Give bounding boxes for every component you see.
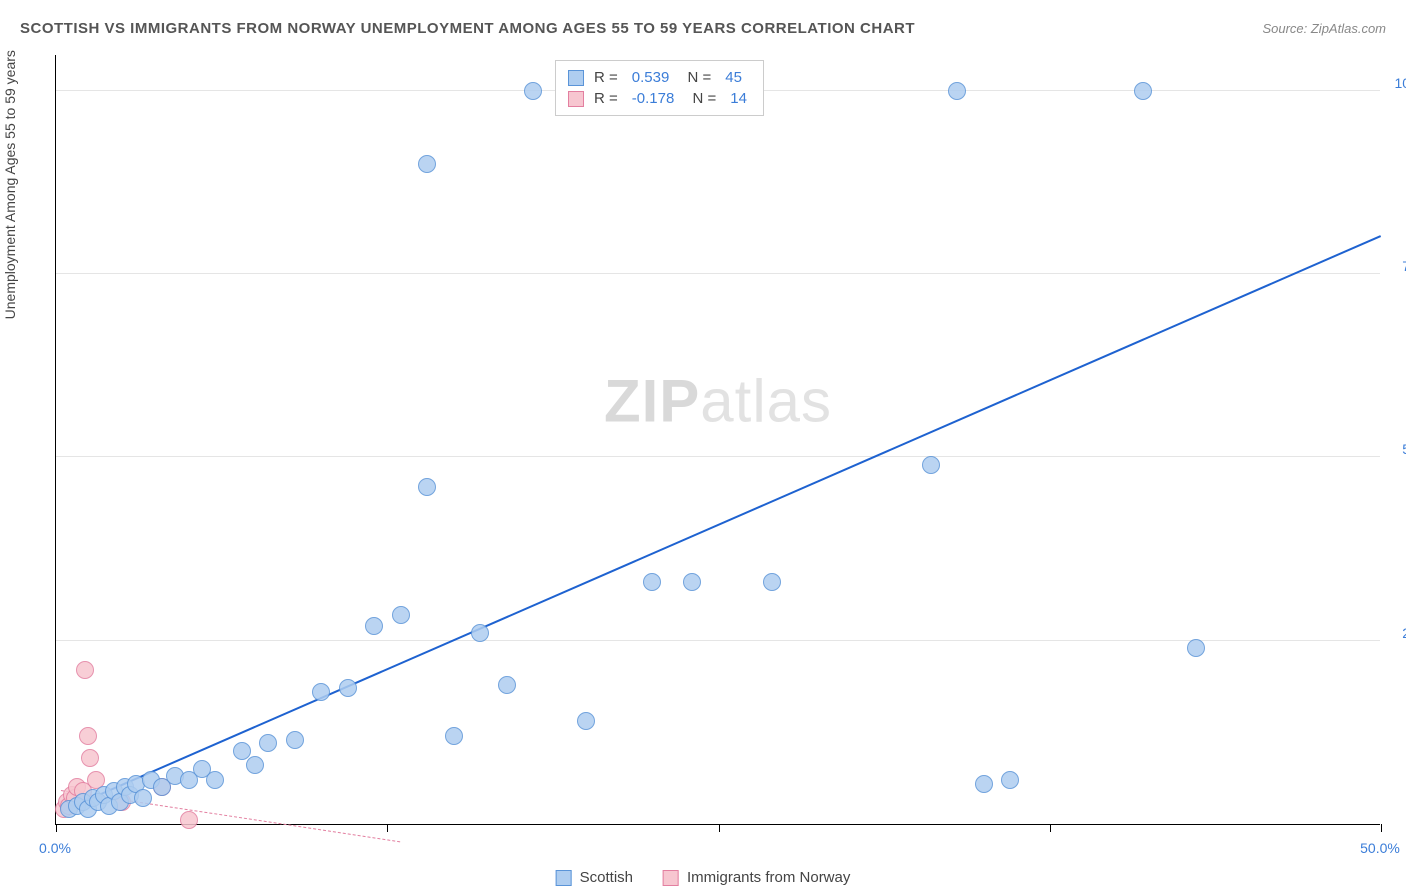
stats-legend-box: R = 0.539 N = 45R = -0.178 N = 14 xyxy=(555,60,764,116)
data-point xyxy=(180,811,198,829)
swatch-icon xyxy=(568,91,584,107)
data-point xyxy=(392,606,410,624)
legend-item-scottish: Scottish xyxy=(556,869,633,886)
x-tick xyxy=(387,824,388,832)
stat-r-label: R = xyxy=(594,90,618,107)
y-tick-label: 100.0% xyxy=(1395,75,1406,91)
stat-n-value: 14 xyxy=(730,90,747,107)
trend-line xyxy=(69,235,1382,809)
data-point xyxy=(339,679,357,697)
data-point xyxy=(524,82,542,100)
data-point xyxy=(1001,771,1019,789)
stat-n-label: N = xyxy=(683,69,711,86)
legend-label: Immigrants from Norway xyxy=(687,869,850,886)
data-point xyxy=(471,624,489,642)
y-tick-label: 75.0% xyxy=(1402,258,1406,274)
stat-r-label: R = xyxy=(594,69,618,86)
legend-label: Scottish xyxy=(580,869,633,886)
gridline xyxy=(56,456,1380,457)
data-point xyxy=(577,712,595,730)
data-point xyxy=(1134,82,1152,100)
stats-row: R = -0.178 N = 14 xyxy=(568,88,751,109)
data-point xyxy=(206,771,224,789)
x-tick xyxy=(719,824,720,832)
data-point xyxy=(312,683,330,701)
data-point xyxy=(948,82,966,100)
y-tick-label: 50.0% xyxy=(1402,441,1406,457)
data-point xyxy=(418,155,436,173)
data-point xyxy=(134,789,152,807)
data-point xyxy=(233,742,251,760)
data-point xyxy=(1187,639,1205,657)
data-point xyxy=(418,478,436,496)
data-point xyxy=(286,731,304,749)
data-point xyxy=(975,775,993,793)
plot-area: ZIPatlas 25.0%50.0%75.0%100.0% xyxy=(55,55,1380,825)
data-point xyxy=(365,617,383,635)
data-point xyxy=(445,727,463,745)
watermark: ZIPatlas xyxy=(604,367,832,436)
swatch-icon xyxy=(663,870,679,886)
data-point xyxy=(76,661,94,679)
x-tick-label: 50.0% xyxy=(1360,840,1400,856)
data-point xyxy=(643,573,661,591)
swatch-icon xyxy=(556,870,572,886)
stat-r-value: 0.539 xyxy=(632,69,670,86)
stats-row: R = 0.539 N = 45 xyxy=(568,67,751,88)
title-bar: SCOTTISH VS IMMIGRANTS FROM NORWAY UNEMP… xyxy=(20,20,1386,37)
x-tick xyxy=(1381,824,1382,832)
data-point xyxy=(81,749,99,767)
x-tick xyxy=(56,824,57,832)
source-text: Source: ZipAtlas.com xyxy=(1262,21,1386,36)
x-tick-label: 0.0% xyxy=(39,840,71,856)
swatch-icon xyxy=(568,70,584,86)
stat-n-label: N = xyxy=(688,90,716,107)
chart-title: SCOTTISH VS IMMIGRANTS FROM NORWAY UNEMP… xyxy=(20,20,915,37)
data-point xyxy=(259,734,277,752)
gridline xyxy=(56,640,1380,641)
legend-item-norway: Immigrants from Norway xyxy=(663,869,850,886)
data-point xyxy=(683,573,701,591)
data-point xyxy=(922,456,940,474)
data-point xyxy=(79,727,97,745)
data-point xyxy=(246,756,264,774)
data-point xyxy=(763,573,781,591)
x-tick xyxy=(1050,824,1051,832)
data-point xyxy=(498,676,516,694)
stat-r-value: -0.178 xyxy=(632,90,675,107)
y-tick-label: 25.0% xyxy=(1402,625,1406,641)
bottom-legend: Scottish Immigrants from Norway xyxy=(556,869,851,886)
gridline xyxy=(56,273,1380,274)
y-axis-label: Unemployment Among Ages 55 to 59 years xyxy=(2,50,18,319)
stat-n-value: 45 xyxy=(725,69,742,86)
